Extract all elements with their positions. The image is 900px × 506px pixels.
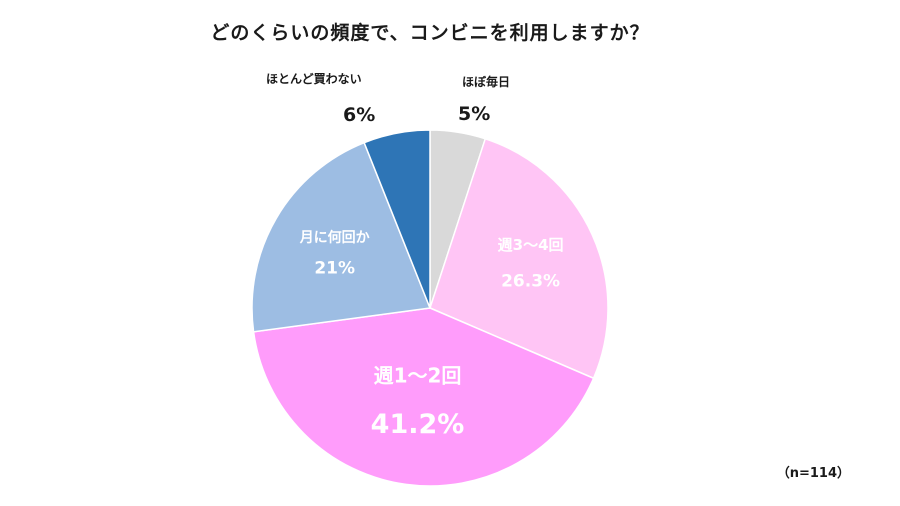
slice-tsuki bbox=[251, 141, 432, 333]
slice-tsuki-value-label: 21% bbox=[314, 258, 355, 278]
chart-title: どのくらいの頻度で、コンビニを利用しますか？ bbox=[210, 22, 650, 44]
label-hotondo-category: ほとんど買わない bbox=[266, 72, 362, 86]
slice-shu1-2 bbox=[252, 307, 595, 487]
label-hotondo-value: 6% bbox=[343, 104, 376, 126]
slice-shu1-2-value-label: 41.2% bbox=[371, 409, 465, 440]
slice-shu3-4-value-label: 26.3% bbox=[501, 272, 560, 292]
sample-size-note: （n=114） bbox=[776, 466, 850, 481]
slice-shu1-2-category-label: 週1～2回 bbox=[374, 364, 462, 388]
slice-shu3-4 bbox=[429, 137, 609, 380]
label-mainichi-value: 5% bbox=[458, 103, 491, 125]
slice-shu3-4-category-label: 週3～4回 bbox=[498, 236, 564, 254]
slice-hotondo bbox=[363, 129, 431, 309]
slice-tsuki-category-label: 月に何回か bbox=[299, 229, 370, 246]
label-mainichi-category: ほぼ毎日 bbox=[462, 75, 511, 89]
